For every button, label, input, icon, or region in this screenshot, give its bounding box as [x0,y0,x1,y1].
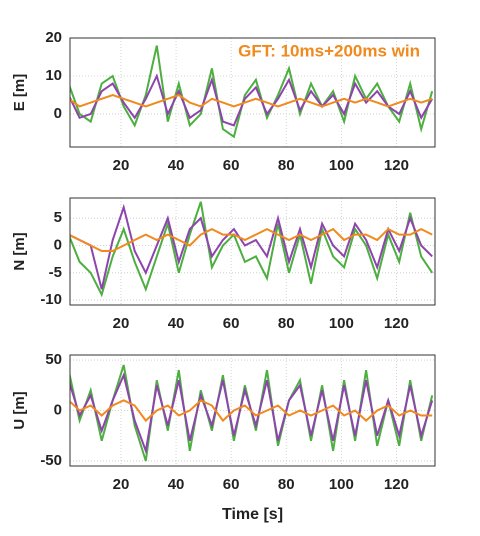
y-tick-label: 20 [45,29,62,46]
annotation: GFT: 10ms+200ms win [238,41,420,60]
y-tick-label: -5 [49,264,62,281]
y-tick-label: 10 [45,67,62,84]
x-tick-label: 20 [113,315,130,332]
x-tick-label: 80 [278,476,295,493]
x-tick-label: 120 [384,315,409,332]
x-tick-label: 40 [168,315,185,332]
plot-frame [69,354,436,467]
x-tick-label: 100 [329,476,354,493]
x-tick-label: 40 [168,476,185,493]
y-tick-label: 50 [45,351,62,368]
y-axis-label: U [m] [11,391,28,429]
x-tick-label: 80 [278,315,295,332]
series-line [70,201,434,298]
y-tick-label: 0 [54,105,62,122]
x-tick-label: 60 [223,315,240,332]
x-tick-label: 120 [384,476,409,493]
x-tick-label: 120 [384,157,409,174]
x-tick-label: 100 [329,315,354,332]
y-tick-label: 5 [54,209,62,226]
y-axis-label: N [m] [11,232,28,270]
series-line [70,73,434,127]
series-line [70,372,434,455]
y-tick-label: 0 [54,236,62,253]
x-tick-label: 80 [278,157,295,174]
y-axis-label: E [m] [11,74,28,112]
x-tick-label: 40 [168,157,185,174]
series-line [70,93,433,108]
series-line [70,45,434,139]
series-line [70,364,434,462]
plot-frame [69,37,436,148]
plot-frame [69,197,436,306]
x-tick-label: 60 [223,476,240,493]
series-line [70,203,433,290]
series-line [70,399,433,423]
y-tick-label: -10 [40,291,62,308]
x-tick-label: 100 [329,157,354,174]
series-line [70,227,433,252]
x-axis-label: Time [s] [222,506,283,523]
y-tick-label: -50 [40,452,62,469]
y-tick-label: 0 [54,401,62,418]
x-tick-label: 20 [113,157,130,174]
x-tick-label: 60 [223,157,240,174]
x-tick-label: 20 [113,476,130,493]
